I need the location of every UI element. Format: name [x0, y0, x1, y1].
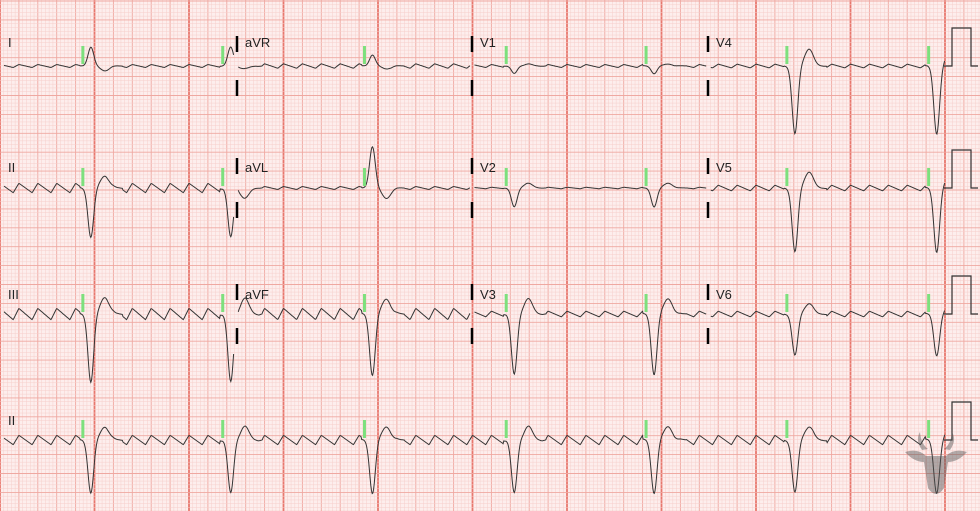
pacing-spike-marker	[927, 294, 931, 312]
bull-logo-shape	[905, 450, 967, 494]
calibration-pulse	[944, 149, 978, 189]
pacing-spike-marker	[221, 420, 225, 438]
pacing-spike-marker	[927, 420, 931, 438]
lead-label-V6: V6	[716, 287, 732, 302]
pacing-spike-marker	[785, 294, 789, 312]
pacing-spike-marker	[81, 168, 85, 186]
pacing-spike-marker	[644, 168, 648, 186]
lead-label-III: III	[8, 287, 19, 302]
lead-label-aVL: aVL	[245, 160, 269, 175]
pacing-spike-marker	[221, 168, 225, 186]
pacing-spike-marker	[644, 294, 648, 312]
pacing-spike-marker	[644, 46, 648, 64]
lead-label-rhythm-II: II	[8, 413, 16, 428]
pacing-spike-marker	[504, 168, 508, 186]
trace-lead-I	[3, 46, 235, 72]
lead-label-aVR: aVR	[245, 35, 271, 50]
trace-lead-V1	[474, 63, 707, 75]
pacing-spike-marker	[362, 46, 366, 64]
pacing-spike-marker	[785, 46, 789, 64]
pacing-spike-marker	[644, 420, 648, 438]
pacing-spike-marker	[362, 294, 366, 312]
pacing-spike-marker	[362, 420, 366, 438]
bull-logo-watermark	[905, 432, 967, 494]
trace-lead-V4	[710, 48, 946, 136]
pacing-spike-marker	[362, 168, 366, 186]
pacing-spike-marker	[81, 420, 85, 438]
trace-lead-V3	[474, 297, 707, 376]
pacing-spike-marker	[221, 46, 225, 64]
pacing-spike-marker	[81, 46, 85, 64]
trace-lead-II	[3, 175, 235, 239]
calibration-pulse	[944, 401, 978, 441]
trace-lead-aVL	[237, 145, 471, 200]
lead-label-V1: V1	[480, 35, 496, 50]
calibration-pulse	[944, 275, 978, 315]
bull-logo-shape	[917, 432, 955, 450]
pacing-spike-marker	[785, 420, 789, 438]
lead-label-V4: V4	[716, 35, 732, 50]
lead-label-V5: V5	[716, 160, 732, 175]
trace-lead-V5	[710, 171, 946, 254]
pacing-spike-marker	[927, 168, 931, 186]
pacing-spike-marker	[504, 294, 508, 312]
pacing-spike-marker	[785, 168, 789, 186]
lead-label-V2: V2	[480, 160, 496, 175]
trace-lead-V2	[474, 182, 707, 208]
calibration-pulse	[944, 27, 978, 67]
pacing-spike-marker	[504, 420, 508, 438]
lead-label-aVF: aVF	[245, 287, 269, 302]
trace-lead-III	[3, 297, 235, 384]
lead-label-II: II	[8, 160, 16, 175]
trace-lead-aVR	[238, 54, 471, 70]
pacing-spike-marker	[927, 46, 931, 64]
lead-label-V3: V3	[480, 287, 496, 302]
pacing-spike-marker	[221, 294, 225, 312]
trace-lead-II	[3, 425, 946, 495]
pacing-spike-marker	[81, 294, 85, 312]
trace-lead-V6	[710, 303, 946, 357]
trace-lead-aVF	[237, 297, 471, 377]
pacing-spike-marker	[504, 46, 508, 64]
lead-label-I: I	[8, 35, 12, 50]
